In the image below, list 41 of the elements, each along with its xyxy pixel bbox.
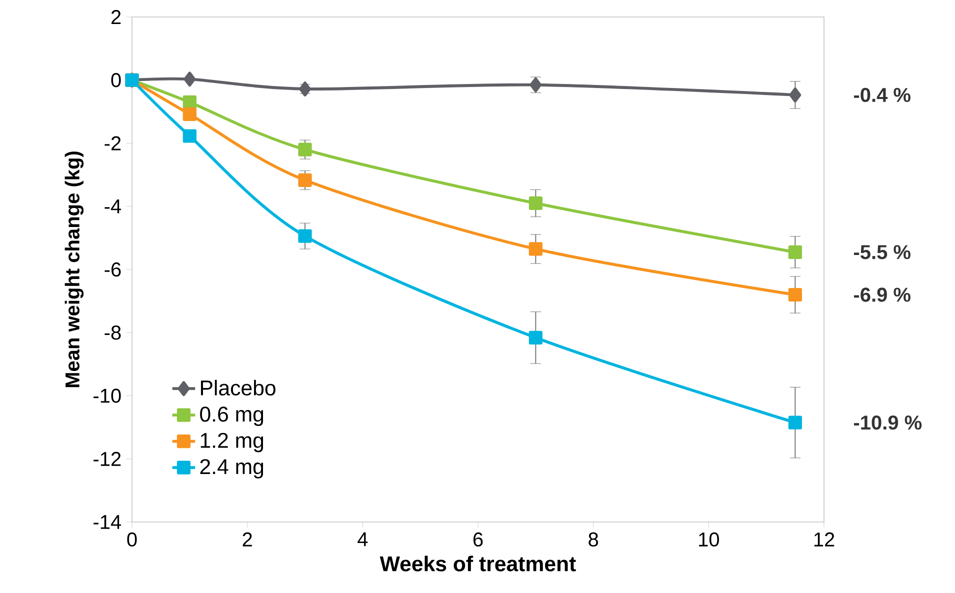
point [182, 129, 196, 143]
y-tick-label: -10 [94, 388, 121, 403]
text: -5.5 % [854, 245, 910, 260]
text: -10.9 % [854, 415, 922, 430]
point [299, 81, 311, 96]
point [182, 95, 196, 110]
x-tick-label: 10 [699, 532, 719, 547]
x-axis-title: Weeks of treatment [380, 556, 576, 572]
point [528, 330, 542, 344]
text: -0.4 % [854, 88, 910, 102]
point [298, 229, 312, 243]
y-tick-label: -12 [94, 452, 121, 466]
y-tick-label: -4 [104, 199, 122, 214]
text: -6.9 % [854, 288, 910, 302]
legend-label: 1.2 mg [200, 432, 264, 452]
x-tick-label: 2 [242, 532, 252, 546]
y-tick-label: -6 [104, 262, 121, 277]
point [788, 416, 802, 430]
point [788, 245, 802, 259]
legend-label: 0.6 mg [200, 406, 264, 426]
x-tick-label: 8 [588, 532, 598, 547]
y-axis-title: Mean weight change (kg) [64, 152, 84, 388]
legend-label: 2.4 mg [200, 459, 264, 478]
point [789, 87, 802, 102]
point [788, 288, 802, 302]
x-tick-label: 12 [814, 532, 834, 546]
point [528, 196, 542, 210]
x-tick-label: 0 [127, 532, 137, 547]
point [298, 173, 312, 187]
y-tick-label: 0 [111, 73, 121, 88]
x-tick-label: 4 [358, 532, 368, 546]
y-tick-label: -2 [104, 136, 121, 150]
point [528, 242, 542, 256]
y-tick-label: 2 [111, 10, 121, 24]
y-tick-label: -8 [104, 326, 121, 340]
point [298, 142, 312, 156]
point [182, 107, 196, 122]
point [184, 72, 196, 87]
y-tick-label: -14 [94, 515, 122, 529]
legend-label: Placebo [200, 380, 276, 396]
x-tick-label: 6 [473, 532, 483, 547]
